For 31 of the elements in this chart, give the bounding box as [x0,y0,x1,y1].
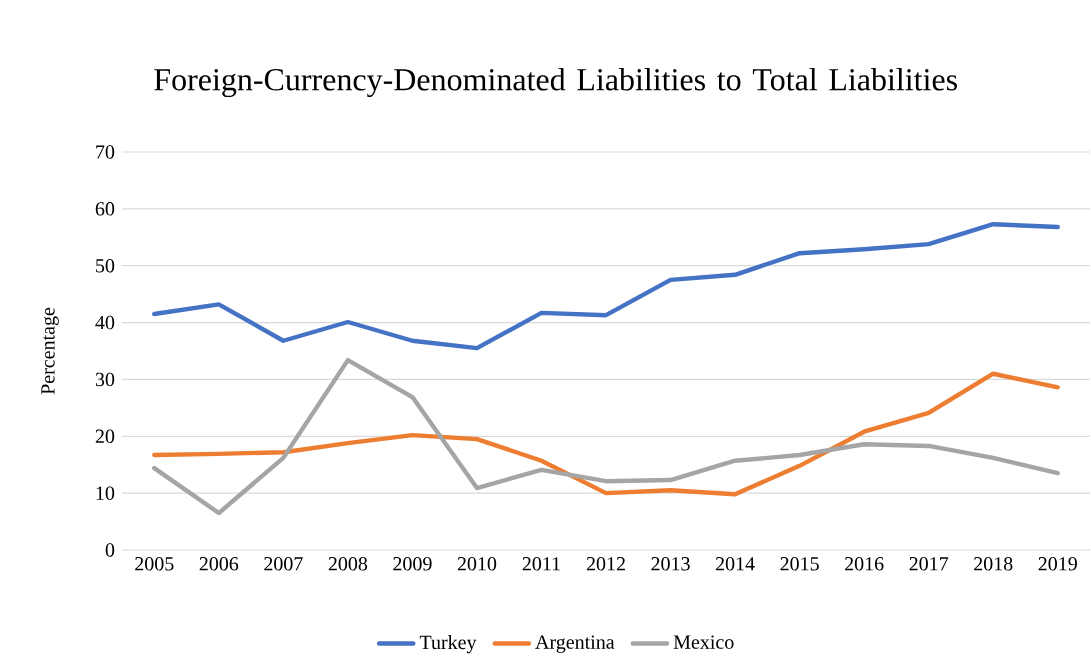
y-tick-label: 40 [95,315,115,330]
x-tick-label: 2017 [909,557,949,571]
x-tick-label: 2010 [457,557,497,571]
legend-label: Argentina [535,635,615,653]
x-tick-label: 2016 [845,557,884,571]
x-tick-label: 2008 [328,557,368,571]
x-tick-label: 2005 [135,557,174,571]
y-tick-label: 0 [105,543,115,557]
line-series [152,371,1060,497]
x-tick-label: 2015 [780,557,819,571]
x-tick-label: 2007 [264,557,303,571]
x-tick-label: 2009 [393,557,432,571]
x-tick-label: 2018 [974,557,1013,571]
x-tick-label: 2006 [199,557,239,571]
x-tick-label: 2011 [522,557,560,571]
y-tick-label: 50 [96,258,115,273]
x-tick-label: 2019 [1038,557,1077,571]
x-tick-label: 2014 [715,557,755,571]
y-axis-title: Percentage [41,307,59,395]
x-tick-label: 2013 [651,557,690,571]
x-tick-label: 2012 [586,557,625,571]
legend-label: Mexico [673,635,734,649]
y-tick-label: 60 [95,202,115,216]
legend-label: Turkey [419,635,477,654]
y-tick-label: 30 [95,372,115,387]
y-tick-label: 20 [95,429,115,444]
y-tick-label: 70 [96,145,115,159]
y-tick-label: 10 [96,486,115,500]
line-series [152,222,1060,351]
chart-title: Foreign-Currency-Denominated Liabilities to Total Liabilities [154,68,957,98]
line-series [152,357,1060,516]
